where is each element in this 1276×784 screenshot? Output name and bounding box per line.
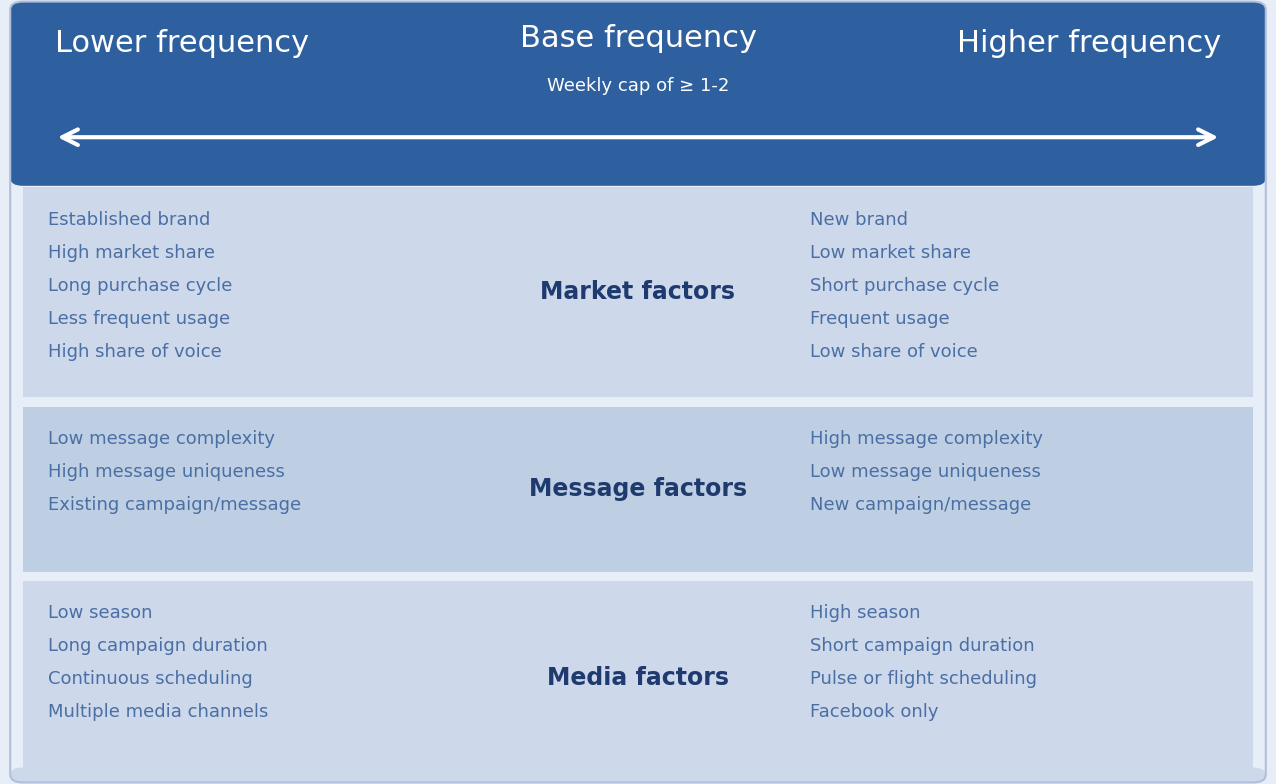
Text: Low message uniqueness: Low message uniqueness [810,463,1041,481]
Text: Facebook only: Facebook only [810,703,939,721]
Text: Low share of voice: Low share of voice [810,343,977,361]
Text: Lower frequency: Lower frequency [55,29,309,58]
Text: High message uniqueness: High message uniqueness [48,463,286,481]
Text: Multiple media channels: Multiple media channels [48,703,269,721]
Text: Frequent usage: Frequent usage [810,310,949,328]
Text: Established brand: Established brand [48,211,211,229]
Text: High message complexity: High message complexity [810,430,1044,448]
Text: Existing campaign/message: Existing campaign/message [48,496,301,514]
Text: Higher frequency: Higher frequency [957,29,1221,58]
Text: Low message complexity: Low message complexity [48,430,276,448]
Text: New campaign/message: New campaign/message [810,496,1031,514]
Text: Less frequent usage: Less frequent usage [48,310,231,328]
Text: Base frequency: Base frequency [519,24,757,53]
FancyBboxPatch shape [23,581,1253,775]
FancyBboxPatch shape [10,768,1266,782]
FancyBboxPatch shape [10,2,1266,186]
Text: New brand: New brand [810,211,909,229]
Text: Short campaign duration: Short campaign duration [810,637,1035,655]
Text: Pulse or flight scheduling: Pulse or flight scheduling [810,670,1037,688]
Text: Short purchase cycle: Short purchase cycle [810,277,999,295]
Text: High market share: High market share [48,244,216,262]
Text: High share of voice: High share of voice [48,343,222,361]
Text: Low market share: Low market share [810,244,971,262]
Text: Message factors: Message factors [530,477,746,501]
FancyBboxPatch shape [23,187,1253,397]
Text: Media factors: Media factors [547,666,729,690]
Text: Long campaign duration: Long campaign duration [48,637,268,655]
FancyBboxPatch shape [23,9,1253,178]
Text: High season: High season [810,604,921,622]
Text: Low season: Low season [48,604,153,622]
Text: Long purchase cycle: Long purchase cycle [48,277,232,295]
Text: Continuous scheduling: Continuous scheduling [48,670,253,688]
FancyBboxPatch shape [23,407,1253,572]
Text: Market factors: Market factors [541,281,735,304]
Text: Weekly cap of ≥ 1-2: Weekly cap of ≥ 1-2 [547,77,729,95]
